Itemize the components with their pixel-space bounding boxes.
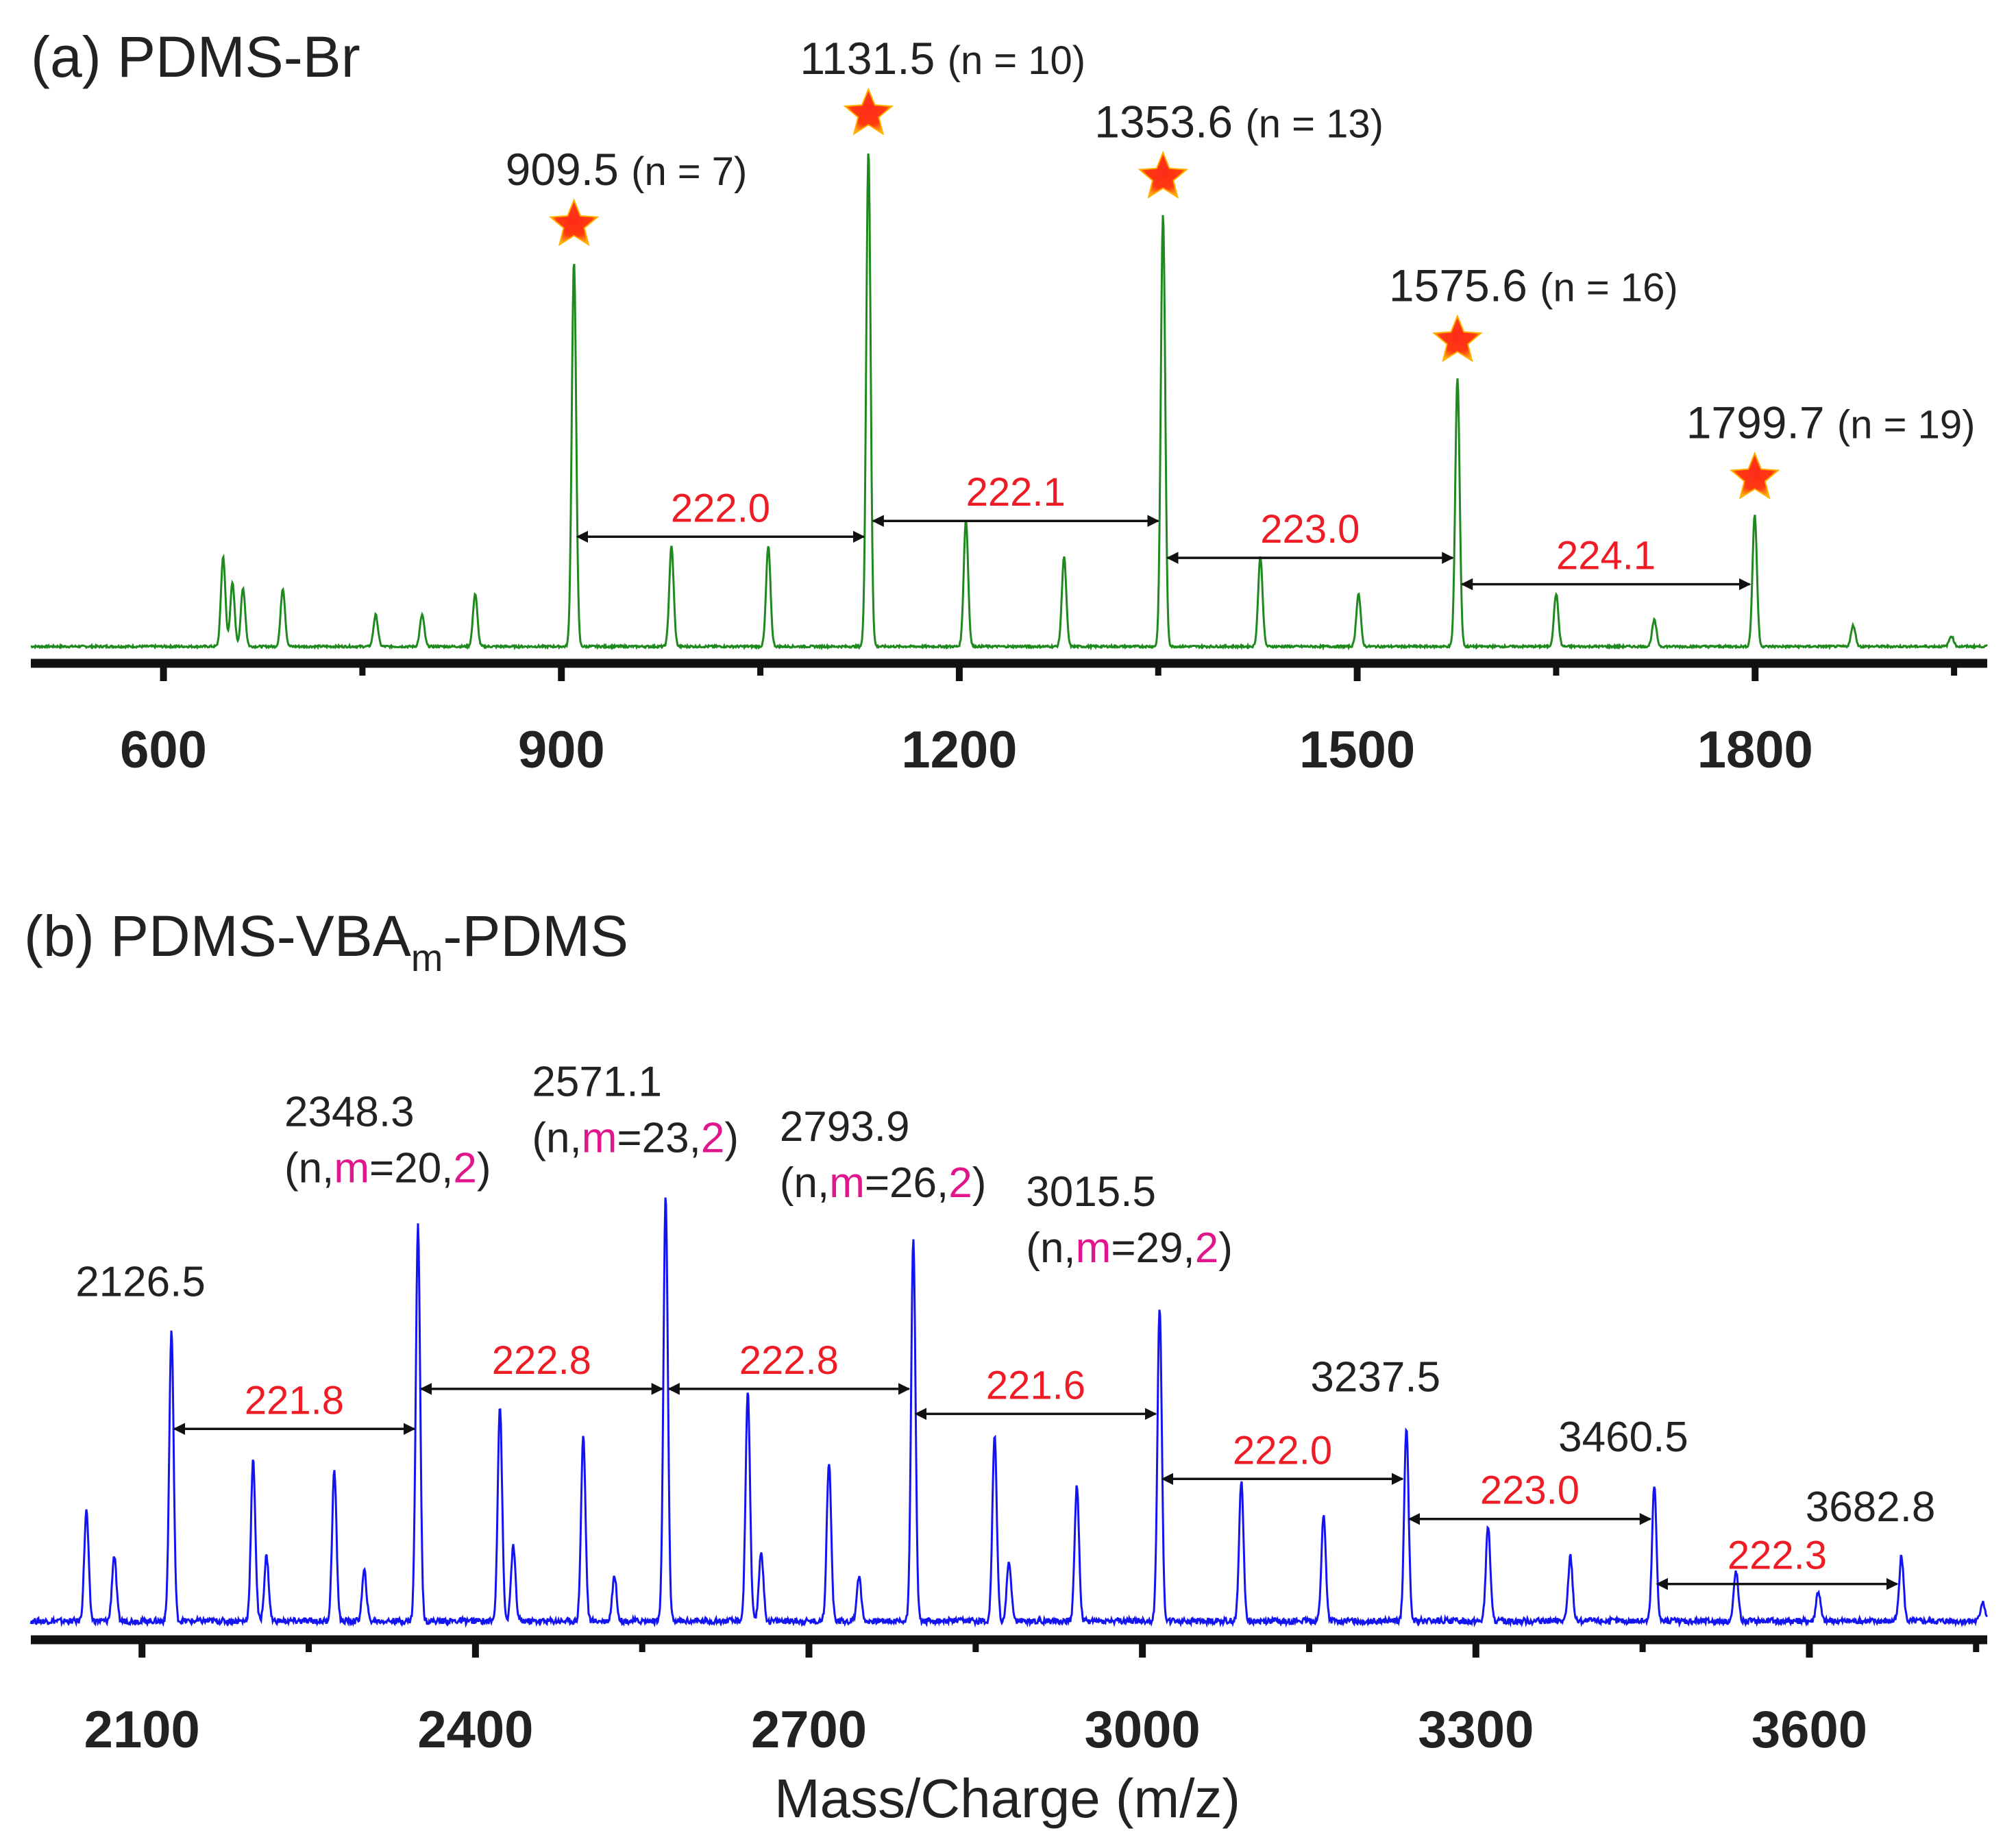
peak-label: 1131.5 (n = 10) [800, 33, 1085, 84]
spacing-label: 223.0 [1480, 1468, 1579, 1513]
panel-b-title: (b) PDMS-VBAm-PDMS [24, 904, 628, 979]
panel-a-title: (a) PDMS-Br [31, 25, 360, 89]
x-tick-label: 1500 [1299, 721, 1415, 779]
spacing-label: 222.8 [492, 1338, 591, 1383]
peak-label: 1353.6 (n = 13) [1094, 97, 1384, 147]
star-marker-icon [843, 87, 894, 136]
panel-b: (b) PDMS-VBAm-PDMS 2100 2400 2700 3000 3300 3… [24, 904, 1989, 1829]
spacing-label: 221.8 [245, 1378, 344, 1423]
peak-composition-label: (n,m=23,2) [532, 1115, 739, 1162]
panel-a-annotations: 222.0 222.1 223.0 224.1 909.5 (n = 7) 1131.5 … [506, 33, 1976, 591]
peak-label: 2126.5 [75, 1259, 206, 1306]
star-marker-icon [1729, 451, 1780, 500]
peak-composition-label: (n,m=26,2) [780, 1159, 987, 1207]
spacing-label: 222.0 [671, 486, 770, 530]
x-tick-label: 2100 [84, 1701, 200, 1759]
x-tick-label: 3000 [1085, 1701, 1201, 1759]
peak-label: 1575.6 (n = 16) [1389, 260, 1678, 310]
peak-label: 3015.5 [1026, 1168, 1156, 1216]
spectrum-line [30, 153, 1989, 651]
x-tick-label: 2400 [417, 1701, 533, 1759]
peak-label: 1799.7 (n = 19) [1686, 397, 1976, 448]
star-marker-icon [1138, 150, 1189, 199]
peak-composition-label: (n,m=29,2) [1026, 1225, 1233, 1272]
spacing-label: 222.0 [1233, 1428, 1332, 1473]
star-marker-icon [548, 198, 600, 247]
peak-label: 2348.3 [284, 1088, 415, 1135]
x-tick-label: 3300 [1418, 1701, 1534, 1759]
spacing-label: 222.1 [966, 470, 1066, 515]
x-tick-label: 900 [518, 721, 605, 779]
spectrum-line [29, 1197, 1989, 1628]
peak-label: 3460.5 [1558, 1414, 1688, 1461]
peak-label: 909.5 (n = 7) [506, 144, 748, 195]
panel-b-annotations: 221.8 222.8 222.8 221.6 222.0 223.0 222.3 2126.… [75, 1059, 1936, 1590]
x-tick-label: 1200 [901, 721, 1017, 779]
peak-label: 2793.9 [780, 1103, 910, 1151]
spacing-label: 221.6 [986, 1363, 1085, 1407]
peak-composition-label: (n,m=20,2) [284, 1144, 491, 1192]
x-tick-label: 1800 [1697, 721, 1813, 779]
x-tick-label: 600 [120, 721, 207, 779]
panel-b-x-axis: 2100 2400 2700 3000 3300 3600 [31, 1635, 1987, 1759]
x-tick-label: 3600 [1751, 1701, 1867, 1759]
spacing-label: 223.0 [1260, 507, 1360, 552]
x-tick-label: 2700 [751, 1701, 867, 1759]
panel-a-x-axis: 600 900 1200 1500 1800 [31, 659, 1987, 779]
peak-label: 3237.5 [1310, 1353, 1440, 1401]
panel-a: (a) PDMS-Br 600 900 1200 1500 1800 222.0 222.… [30, 25, 1989, 779]
spacing-label: 222.8 [739, 1338, 839, 1383]
spacing-label: 222.3 [1728, 1534, 1827, 1578]
peak-label: 3682.8 [1806, 1484, 1936, 1531]
x-axis-title: Mass/Charge (m/z) [774, 1768, 1240, 1829]
panel-b-spectrum [29, 1197, 1989, 1628]
peak-label: 2571.1 [532, 1059, 662, 1106]
star-marker-icon [1432, 314, 1483, 362]
spacing-label: 224.1 [1556, 534, 1656, 578]
